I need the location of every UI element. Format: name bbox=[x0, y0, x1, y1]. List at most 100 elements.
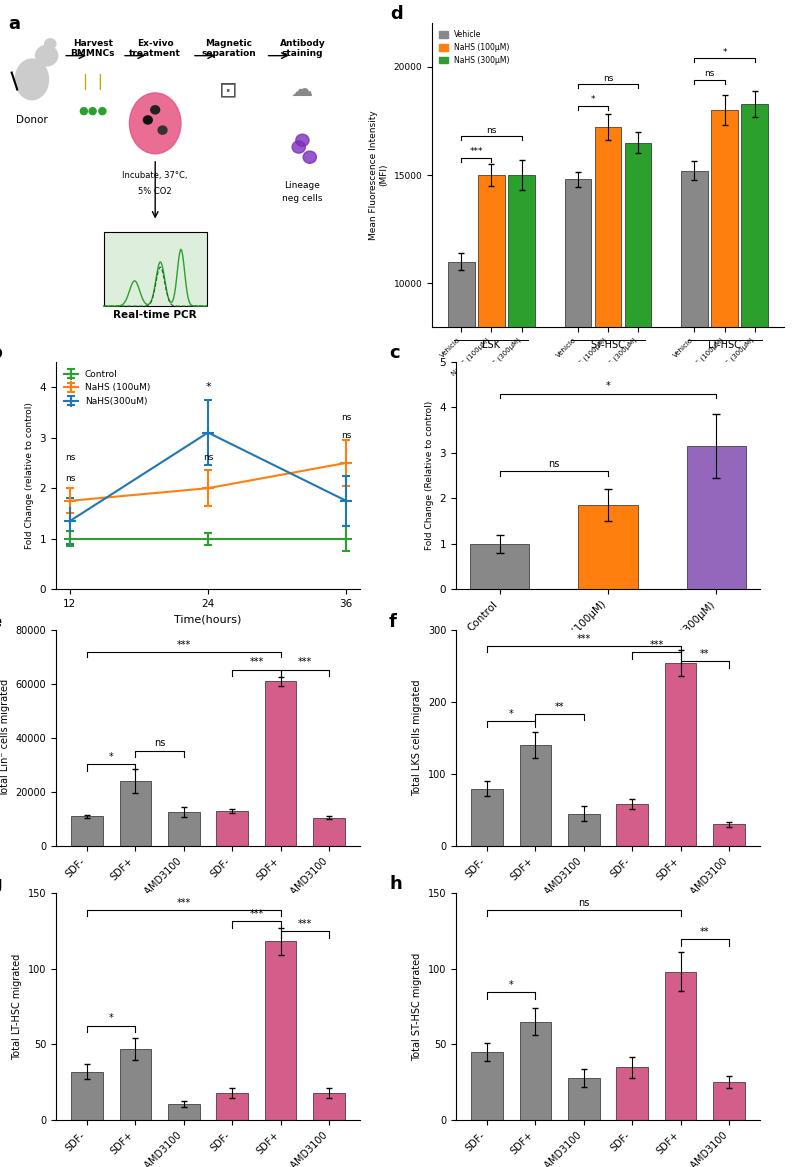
Bar bbox=[617, 1067, 648, 1120]
Text: **: ** bbox=[554, 701, 564, 712]
Text: *: * bbox=[606, 382, 610, 391]
Bar bbox=[568, 1078, 599, 1120]
Text: a: a bbox=[8, 15, 20, 33]
Circle shape bbox=[292, 141, 306, 153]
Circle shape bbox=[296, 134, 309, 146]
Bar bbox=[681, 170, 708, 501]
Circle shape bbox=[303, 151, 316, 163]
Bar bbox=[448, 261, 474, 501]
Bar bbox=[470, 544, 530, 589]
Text: LT-HSC: LT-HSC bbox=[708, 341, 741, 350]
Y-axis label: Total ST-HSC migrated: Total ST-HSC migrated bbox=[412, 952, 422, 1061]
Text: Vehicle: Vehicle bbox=[117, 909, 154, 920]
Bar bbox=[665, 972, 697, 1120]
Text: b: b bbox=[0, 343, 2, 362]
Text: Donor: Donor bbox=[16, 116, 48, 125]
Text: ***: *** bbox=[177, 640, 191, 650]
Text: Harvest
BMMNCs: Harvest BMMNCs bbox=[70, 39, 115, 58]
Text: ns: ns bbox=[154, 739, 166, 748]
X-axis label: Time(hours): Time(hours) bbox=[174, 615, 242, 624]
Bar bbox=[119, 782, 151, 846]
Circle shape bbox=[45, 39, 56, 49]
Legend: Control, NaHS (100uM), NaHS(300uM): Control, NaHS (100uM), NaHS(300uM) bbox=[61, 366, 154, 410]
Text: c: c bbox=[389, 343, 400, 362]
Circle shape bbox=[150, 106, 160, 114]
Text: Ex-vivo
treatment: Ex-vivo treatment bbox=[130, 39, 181, 58]
Text: ns: ns bbox=[486, 126, 497, 134]
Bar bbox=[314, 1093, 345, 1120]
Text: ***: *** bbox=[298, 657, 312, 668]
Bar bbox=[714, 824, 745, 846]
Bar bbox=[508, 175, 535, 501]
Circle shape bbox=[36, 46, 58, 65]
Text: NaHS: NaHS bbox=[666, 909, 695, 920]
Text: *: * bbox=[590, 96, 595, 104]
Bar bbox=[314, 818, 345, 846]
Text: ns: ns bbox=[65, 454, 75, 462]
Bar bbox=[665, 663, 697, 846]
Text: ns: ns bbox=[203, 454, 213, 462]
Text: Vehicle: Vehicle bbox=[517, 909, 554, 920]
Text: 5% CO2: 5% CO2 bbox=[138, 188, 172, 196]
Text: ns: ns bbox=[603, 74, 613, 83]
Text: *: * bbox=[109, 1013, 114, 1023]
Text: Antibody
staining: Antibody staining bbox=[279, 39, 326, 58]
Legend: Vehicle, NaHS (100μM), NaHS (300μM): Vehicle, NaHS (100μM), NaHS (300μM) bbox=[436, 27, 513, 68]
Text: d: d bbox=[390, 5, 402, 23]
Text: ***: *** bbox=[650, 641, 664, 650]
Bar bbox=[217, 1093, 248, 1120]
Text: *: * bbox=[722, 48, 727, 57]
Bar bbox=[265, 942, 297, 1120]
Bar bbox=[168, 1104, 199, 1120]
Bar bbox=[625, 142, 651, 501]
Bar bbox=[71, 1071, 102, 1120]
Text: ***: *** bbox=[470, 147, 483, 156]
Text: e: e bbox=[0, 613, 2, 631]
Y-axis label: Mean Fluorescence Intensity
(MFI): Mean Fluorescence Intensity (MFI) bbox=[369, 110, 388, 240]
Circle shape bbox=[143, 116, 152, 124]
Bar bbox=[578, 505, 638, 589]
Text: ***: *** bbox=[577, 634, 591, 644]
Text: ***: *** bbox=[298, 920, 312, 929]
Text: Magnetic
separation: Magnetic separation bbox=[202, 39, 256, 58]
Text: NaHS: NaHS bbox=[266, 909, 295, 920]
Y-axis label: Total LKS cells migrated: Total LKS cells migrated bbox=[412, 680, 422, 796]
Text: *: * bbox=[509, 980, 514, 990]
Text: ***: *** bbox=[250, 909, 264, 918]
Text: |  |: | | bbox=[82, 75, 102, 90]
Bar bbox=[714, 1083, 745, 1120]
Text: ns: ns bbox=[341, 431, 351, 440]
Bar bbox=[519, 1022, 551, 1120]
Text: neg cells: neg cells bbox=[282, 194, 322, 203]
Bar bbox=[711, 110, 738, 501]
Bar bbox=[594, 127, 622, 501]
Text: *: * bbox=[509, 708, 514, 719]
Bar bbox=[71, 817, 102, 846]
Bar bbox=[565, 180, 591, 501]
Text: f: f bbox=[389, 613, 397, 631]
Bar bbox=[104, 231, 206, 306]
Text: ***: *** bbox=[250, 657, 264, 668]
Text: ns: ns bbox=[341, 413, 351, 422]
Text: Lineage: Lineage bbox=[285, 181, 320, 190]
Text: ⊡: ⊡ bbox=[219, 81, 238, 100]
Bar bbox=[119, 1049, 151, 1120]
Text: **: ** bbox=[700, 927, 710, 937]
Ellipse shape bbox=[15, 60, 49, 99]
Text: *: * bbox=[205, 382, 211, 392]
Text: g: g bbox=[0, 874, 2, 893]
Circle shape bbox=[158, 126, 167, 134]
Y-axis label: Fold Change (relative to control): Fold Change (relative to control) bbox=[25, 403, 34, 548]
Text: ns: ns bbox=[704, 69, 714, 78]
Bar bbox=[742, 104, 768, 501]
Text: ns: ns bbox=[65, 474, 75, 483]
Text: LSK: LSK bbox=[482, 341, 501, 350]
Text: ***: *** bbox=[177, 897, 191, 908]
Y-axis label: Fold Change (Relative to control): Fold Change (Relative to control) bbox=[425, 401, 434, 550]
Bar bbox=[471, 1053, 502, 1120]
Text: *: * bbox=[109, 752, 114, 762]
Text: ns: ns bbox=[548, 459, 559, 469]
Ellipse shape bbox=[130, 93, 181, 154]
Bar bbox=[686, 446, 746, 589]
Bar bbox=[265, 682, 297, 846]
